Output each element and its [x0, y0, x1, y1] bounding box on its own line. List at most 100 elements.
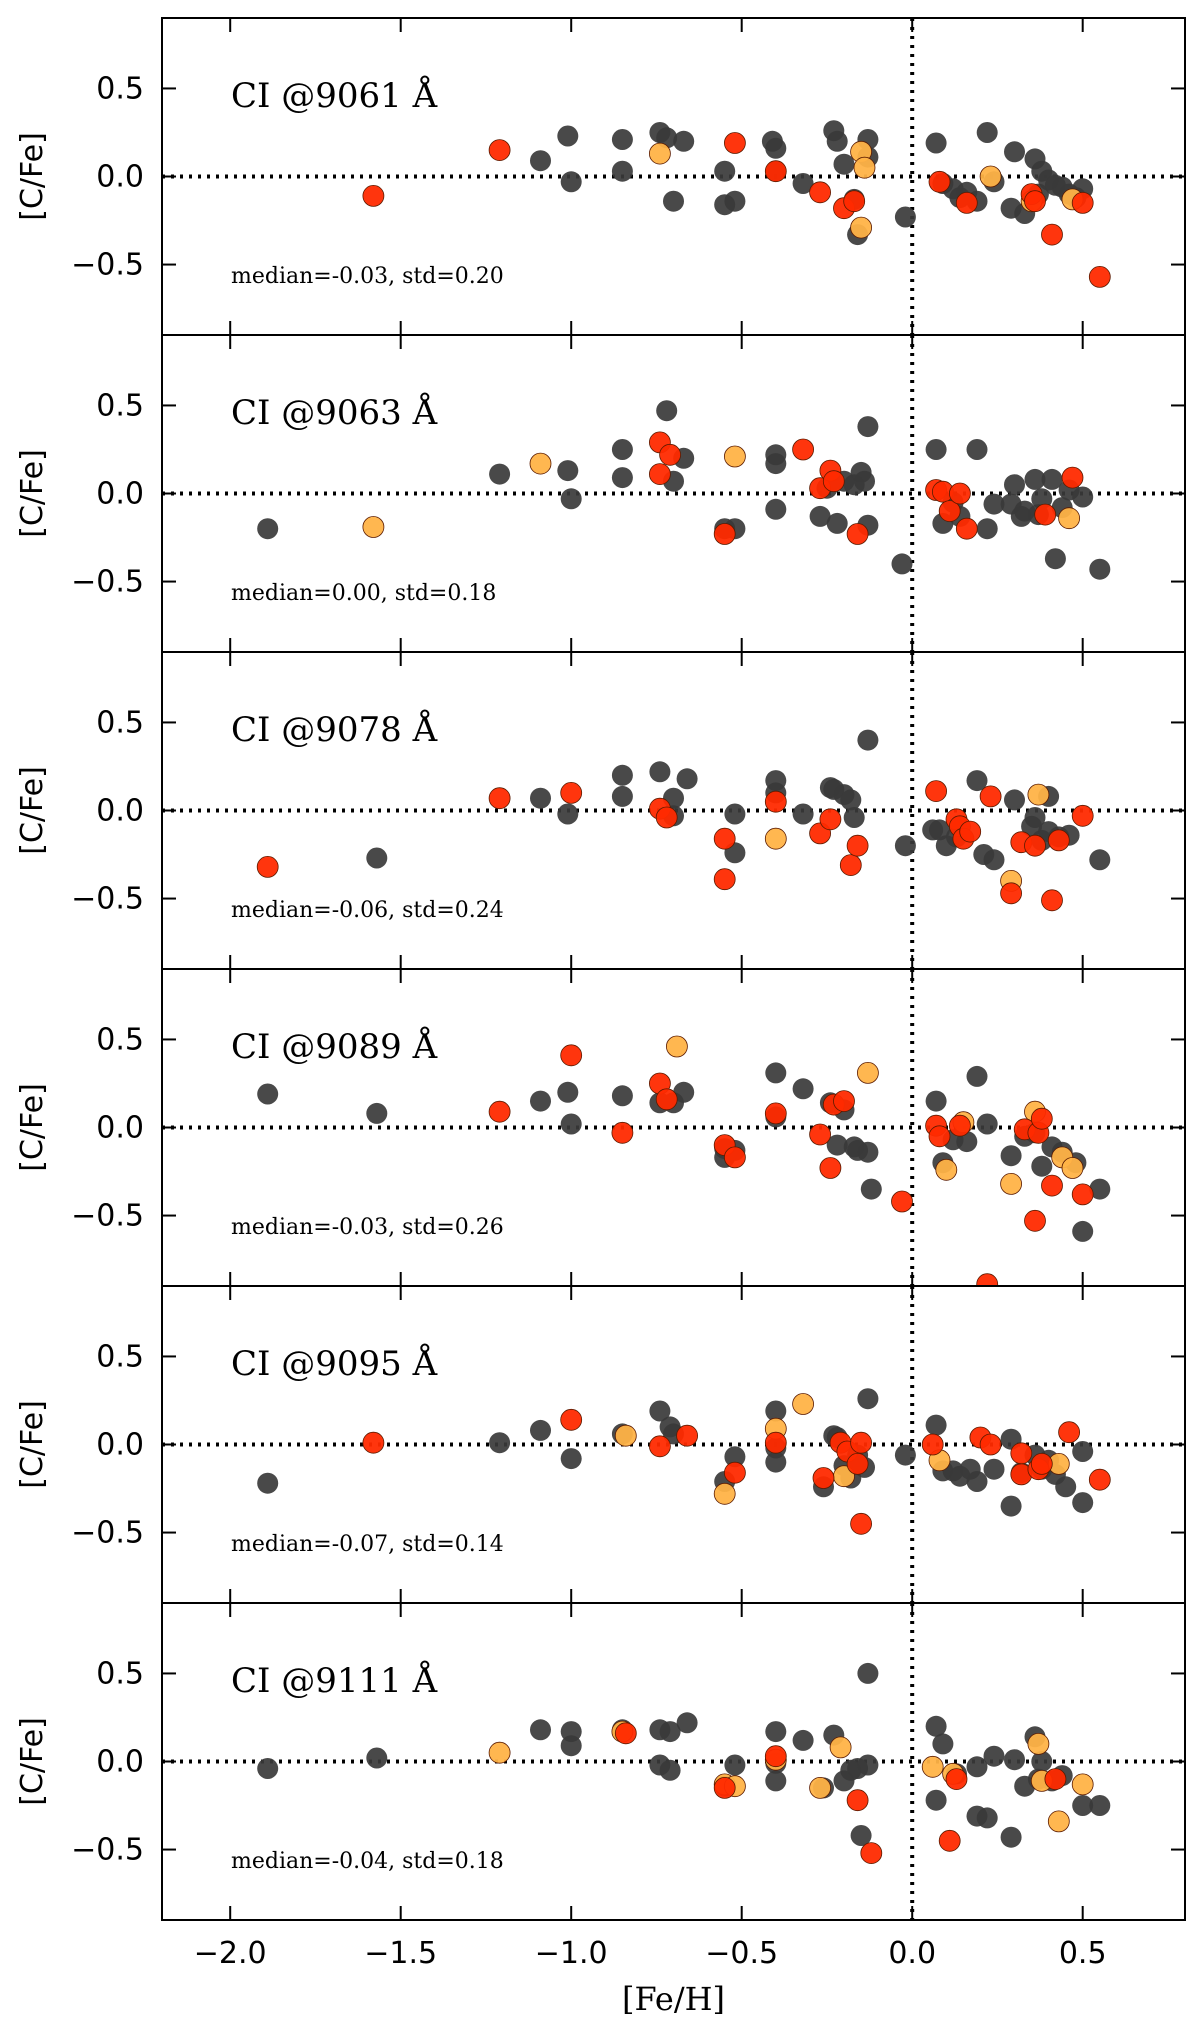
data-point-red — [938, 1829, 961, 1852]
data-point-black — [826, 130, 848, 152]
data-point-red — [649, 1435, 671, 1458]
data-point-orange — [488, 1741, 511, 1764]
data-point-black — [714, 160, 736, 182]
panel-title: CI @9061 Å — [231, 75, 438, 116]
data-point-black — [792, 173, 814, 194]
data-point-red — [809, 181, 831, 204]
data-point-black — [1055, 1476, 1077, 1498]
data-point-black — [489, 463, 511, 485]
x-tick-label: 0.0 — [888, 1936, 936, 1971]
data-point-black — [530, 150, 551, 172]
data-point-black — [1004, 474, 1025, 496]
data-point-red — [925, 780, 947, 802]
data-point-red — [764, 160, 787, 183]
data-point-black — [966, 1065, 988, 1087]
data-point-red — [846, 834, 869, 857]
panel-title: CI @9078 Å — [231, 709, 438, 750]
data-point-red — [488, 787, 511, 810]
data-point-black — [611, 467, 633, 489]
data-point-black — [826, 1134, 848, 1156]
data-point-black — [894, 1444, 916, 1466]
data-point-black — [560, 171, 582, 193]
x-axis-label: [Fe/H] — [622, 1980, 725, 2018]
y-axis-label: [C/Fe] — [15, 1400, 50, 1489]
data-point-black — [611, 160, 633, 182]
data-point-black — [530, 1719, 551, 1741]
data-point-black — [366, 1102, 388, 1124]
data-point-red — [938, 500, 961, 523]
data-point-red — [1088, 265, 1111, 288]
data-point-black — [257, 518, 279, 540]
data-point-red — [1024, 1209, 1046, 1232]
data-point-black — [1089, 1178, 1111, 1200]
data-point-black — [1089, 849, 1111, 871]
data-point-black — [1004, 1749, 1025, 1771]
panel-5: −0.5 0.0 0.5 [C/Fe] CI @9095 Å median=-0.07, … — [15, 1285, 1186, 1604]
data-point-red — [809, 1123, 831, 1146]
data-point-orange — [764, 827, 787, 850]
data-point-black — [560, 488, 582, 510]
data-point-red — [724, 1146, 746, 1169]
y-tick-label: 0.0 — [96, 1111, 144, 1146]
data-point-orange — [921, 1755, 944, 1778]
data-point-black — [724, 803, 746, 825]
data-point-black — [925, 1090, 947, 1112]
x-tick-label: −0.5 — [705, 1936, 778, 1971]
panel-points — [257, 400, 1111, 580]
data-point-red — [614, 1722, 637, 1745]
data-point-black — [826, 512, 848, 534]
data-point-black — [366, 847, 388, 869]
data-point-orange — [1071, 1773, 1094, 1796]
y-tick-label: −0.5 — [71, 248, 144, 283]
data-point-black — [854, 470, 875, 492]
panel-points — [256, 729, 1111, 912]
data-point-orange — [713, 1482, 736, 1505]
panel-3: −0.5 0.0 0.5 [C/Fe] CI @9078 Å median=-0.06, … — [15, 651, 1186, 970]
data-point-red — [362, 1431, 385, 1454]
data-point-black — [649, 1400, 671, 1422]
data-point-red — [843, 190, 866, 213]
data-point-orange — [1047, 1810, 1070, 1833]
data-point-red — [819, 1157, 842, 1179]
data-point-orange — [666, 1035, 688, 1058]
data-point-orange — [850, 216, 872, 239]
data-point-red — [724, 1461, 746, 1484]
panel-2: −0.5 0.0 0.5 [C/Fe] CI @9063 Å median=0.00, s… — [15, 334, 1186, 653]
data-point-black — [765, 1721, 787, 1743]
data-point-black — [925, 1414, 947, 1436]
data-point-black — [929, 819, 950, 841]
data-point-black — [925, 1789, 947, 1811]
panel-points — [257, 1662, 1111, 1864]
data-point-black — [925, 132, 947, 154]
data-point-red — [891, 1190, 913, 1213]
data-point-black — [611, 439, 633, 460]
y-tick-label: −0.5 — [71, 1516, 144, 1551]
panels-group: −0.5 0.0 0.5 [C/Fe] CI @9061 Å median=-0.03, … — [15, 17, 1186, 1921]
data-point-black — [1072, 1220, 1094, 1242]
panel-1: −0.5 0.0 0.5 [C/Fe] CI @9061 Å median=-0.03, … — [15, 17, 1186, 336]
data-point-black — [976, 122, 998, 143]
data-point-red — [1071, 804, 1094, 827]
panel-title: CI @9095 Å — [231, 1343, 438, 1384]
data-point-black — [857, 1141, 879, 1163]
data-point-red — [1030, 1107, 1053, 1130]
data-point-black — [1000, 1495, 1022, 1517]
data-point-black — [792, 1078, 814, 1100]
data-point-black — [765, 498, 787, 520]
x-tick-label: −2.0 — [194, 1936, 267, 1971]
y-tick-label: 0.5 — [96, 1656, 144, 1691]
panel-points — [362, 120, 1111, 288]
data-point-orange — [1000, 1173, 1022, 1195]
data-point-red — [488, 1100, 511, 1123]
y-tick-label: 0.5 — [96, 71, 144, 106]
data-point-red — [839, 854, 862, 876]
data-point-orange — [1027, 1733, 1050, 1755]
data-point-black — [257, 1472, 279, 1494]
data-point-black — [857, 1754, 879, 1776]
data-point-red — [713, 868, 736, 891]
data-point-black — [966, 1756, 988, 1778]
data-point-black — [809, 505, 831, 527]
data-point-orange — [529, 452, 552, 475]
data-point-red — [1000, 882, 1022, 905]
y-tick-label: 0.0 — [96, 1428, 144, 1463]
